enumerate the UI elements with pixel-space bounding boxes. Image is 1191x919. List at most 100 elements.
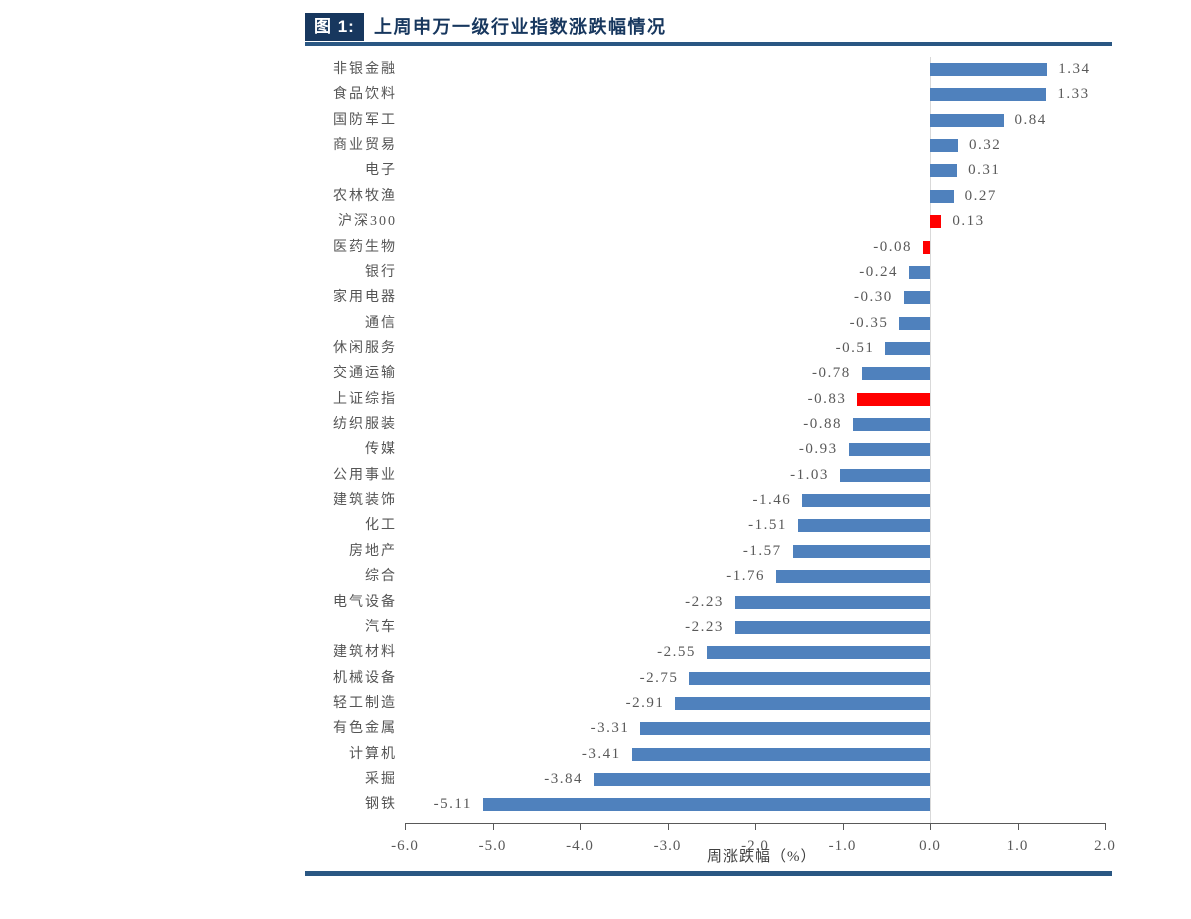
bar-row: 休闲服务 -0.51 bbox=[0, 336, 1191, 361]
x-tick-mark bbox=[1105, 823, 1106, 830]
value-label: -1.51 bbox=[748, 517, 787, 534]
bar bbox=[631, 747, 930, 761]
x-axis-title: 周涨跌幅（%） bbox=[707, 849, 817, 865]
category-label: 纺织服装 bbox=[333, 417, 397, 433]
bar-row: 建筑装饰 -1.46 bbox=[0, 488, 1191, 513]
category-label: 建筑材料 bbox=[333, 645, 397, 661]
bar bbox=[909, 265, 930, 279]
category-label: 商业贸易 bbox=[333, 138, 397, 154]
bar-row: 纺织服装 -0.88 bbox=[0, 412, 1191, 437]
bar-row: 上证综指 -0.83 bbox=[0, 387, 1191, 412]
bar bbox=[885, 341, 930, 355]
category-label: 计算机 bbox=[349, 746, 397, 762]
category-label: 采掘 bbox=[365, 772, 397, 788]
bar-row: 轻工制造 -2.91 bbox=[0, 691, 1191, 716]
x-tick-label: -1.0 bbox=[828, 838, 857, 854]
bar bbox=[776, 570, 930, 584]
bar bbox=[923, 240, 930, 254]
bar-row: 综合 -1.76 bbox=[0, 564, 1191, 589]
value-label: -5.11 bbox=[433, 796, 472, 813]
value-label: 0.27 bbox=[964, 187, 997, 204]
category-label: 传媒 bbox=[365, 442, 397, 458]
bar-row: 机械设备 -2.75 bbox=[0, 666, 1191, 691]
x-tick-mark bbox=[405, 823, 406, 830]
bar-row: 沪深300 0.13 bbox=[0, 209, 1191, 234]
bar-row: 非银金融 1.34 bbox=[0, 57, 1191, 82]
bar bbox=[706, 646, 930, 660]
bar-row: 电气设备 -2.23 bbox=[0, 590, 1191, 615]
chart-rows: 非银金融 1.34 食品饮料 1.33 国防军工 0.84 商业贸易 0.32 电子 0.31 农林… bbox=[0, 57, 1191, 818]
category-label: 房地产 bbox=[349, 543, 397, 559]
value-label: -1.57 bbox=[742, 542, 782, 559]
x-tick-label: -2.0 bbox=[741, 838, 769, 854]
bar bbox=[930, 164, 958, 178]
x-tick-label: -4.0 bbox=[566, 838, 594, 854]
bar bbox=[734, 595, 930, 609]
value-label: -2.91 bbox=[625, 694, 665, 711]
bar-row: 通信 -0.35 bbox=[0, 311, 1191, 336]
value-label: -3.41 bbox=[581, 745, 621, 762]
value-label: 0.32 bbox=[969, 137, 1002, 154]
bar bbox=[689, 671, 930, 685]
x-tick-mark bbox=[492, 823, 494, 830]
value-label: -0.30 bbox=[854, 289, 893, 306]
bar bbox=[930, 113, 1004, 127]
bar-row: 建筑材料 -2.55 bbox=[0, 640, 1191, 665]
bar bbox=[930, 63, 1048, 76]
bar-row: 交通运输 -0.78 bbox=[0, 361, 1191, 386]
bar-row: 化工 -1.51 bbox=[0, 513, 1191, 538]
bar bbox=[839, 468, 930, 482]
bar bbox=[797, 519, 930, 533]
value-label: -1.03 bbox=[790, 466, 829, 483]
x-tick-mark bbox=[842, 823, 844, 830]
bar-row: 医药生物 -0.08 bbox=[0, 235, 1191, 260]
bar-row: 传媒 -0.93 bbox=[0, 437, 1191, 462]
category-label: 电子 bbox=[365, 163, 397, 179]
value-label: 1.34 bbox=[1058, 61, 1091, 77]
figure-number-badge: 图 1: bbox=[305, 13, 364, 41]
category-label: 通信 bbox=[365, 315, 397, 331]
value-label: -0.83 bbox=[807, 390, 847, 407]
bar-row: 汽车 -2.23 bbox=[0, 615, 1191, 640]
x-tick-mark bbox=[930, 823, 931, 830]
category-label: 医药生物 bbox=[333, 239, 397, 255]
bar bbox=[792, 544, 930, 558]
value-label: -0.88 bbox=[803, 416, 842, 433]
x-tick-mark bbox=[1017, 823, 1019, 830]
x-tick-label: -5.0 bbox=[478, 838, 507, 854]
bar-row: 采掘 -3.84 bbox=[0, 767, 1191, 792]
figure-title: 上周申万一级行业指数涨跌幅情况 bbox=[374, 17, 667, 37]
bar bbox=[857, 392, 930, 406]
bar bbox=[930, 139, 958, 153]
category-label: 电气设备 bbox=[333, 594, 397, 610]
category-label: 食品饮料 bbox=[333, 87, 397, 103]
category-label: 建筑装饰 bbox=[333, 493, 397, 509]
category-label: 沪深300 bbox=[338, 214, 397, 230]
value-label: -2.23 bbox=[685, 593, 724, 610]
title-underline bbox=[305, 42, 1112, 46]
value-label: -0.78 bbox=[812, 365, 851, 382]
bar bbox=[802, 494, 930, 508]
bar bbox=[482, 798, 930, 812]
bar-row: 电子 0.31 bbox=[0, 158, 1191, 183]
category-label: 非银金融 bbox=[333, 62, 397, 77]
bar-row: 计算机 -3.41 bbox=[0, 742, 1191, 767]
bar bbox=[930, 88, 1047, 102]
x-tick-mark bbox=[580, 823, 581, 830]
x-tick-mark bbox=[755, 823, 756, 830]
category-label: 轻工制造 bbox=[333, 695, 397, 711]
value-label: -0.24 bbox=[859, 263, 898, 280]
x-tick-label: 0.0 bbox=[919, 838, 941, 854]
category-label: 交通运输 bbox=[333, 366, 397, 382]
bar bbox=[903, 291, 930, 305]
bar bbox=[853, 418, 930, 432]
category-label: 有色金属 bbox=[333, 721, 397, 737]
category-label: 化工 bbox=[365, 518, 397, 534]
value-label: -0.35 bbox=[849, 314, 889, 331]
value-label: -2.75 bbox=[639, 669, 679, 686]
category-label: 银行 bbox=[365, 264, 397, 280]
bar bbox=[848, 443, 930, 457]
x-tick-label: -6.0 bbox=[391, 838, 419, 854]
bar-row: 农林牧渔 0.27 bbox=[0, 184, 1191, 209]
